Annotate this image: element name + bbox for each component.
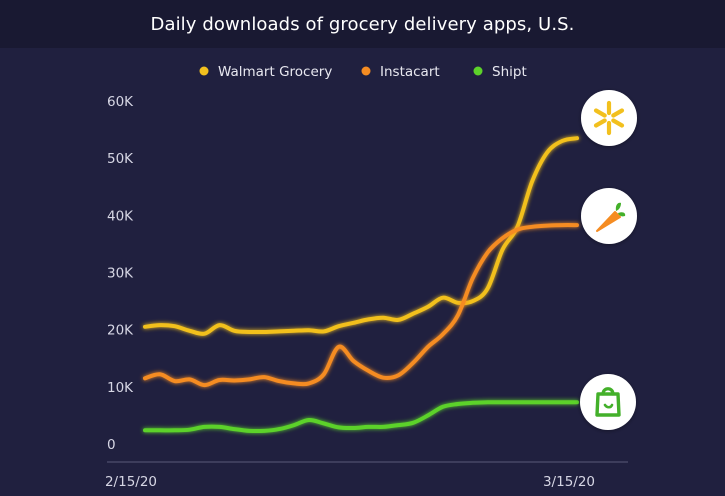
legend-label-walmart: Walmart Grocery [218,64,332,80]
legend-dot-instacart [361,66,371,76]
instacart-badge [581,188,637,244]
x-tick-label: 2/15/20 [105,474,157,490]
shipt-badge [580,374,636,430]
series-line-instacart [143,223,579,388]
instacart-carrot-icon [596,202,626,232]
walmart-badge [581,90,637,146]
title-bar: Daily downloads of grocery delivery apps… [0,0,725,48]
x-tick-label: 3/15/20 [543,474,595,490]
y-tick-label: 40K [107,208,134,224]
y-tick-label: 10K [107,380,134,396]
y-tick-label: 30K [107,266,134,282]
legend-dot-walmart [199,66,209,76]
legend-item-instacart: Instacart [361,64,440,80]
chart-title: Daily downloads of grocery delivery apps… [150,13,575,35]
y-tick-label: 60K [107,94,134,110]
y-axis: 0 10K 20K 30K 40K 50K 60K [107,94,134,453]
legend-dot-shipt [473,66,483,76]
shipt-bag-icon [595,387,621,417]
legend-label-instacart: Instacart [380,64,440,80]
y-tick-label: 20K [107,323,134,339]
series-line-shipt [143,400,579,434]
x-axis: 2/15/20 3/15/20 [105,474,595,490]
walmart-spark-icon [593,100,625,136]
legend-item-shipt: Shipt [473,64,527,80]
y-tick-label: 50K [107,151,134,167]
series-lines [143,136,579,434]
legend-item-walmart: Walmart Grocery [199,64,332,80]
legend: Walmart Grocery Instacart Shipt [199,64,527,80]
y-tick-label: 0 [107,437,116,453]
series-line-walmart [143,136,579,336]
legend-label-shipt: Shipt [492,64,527,80]
